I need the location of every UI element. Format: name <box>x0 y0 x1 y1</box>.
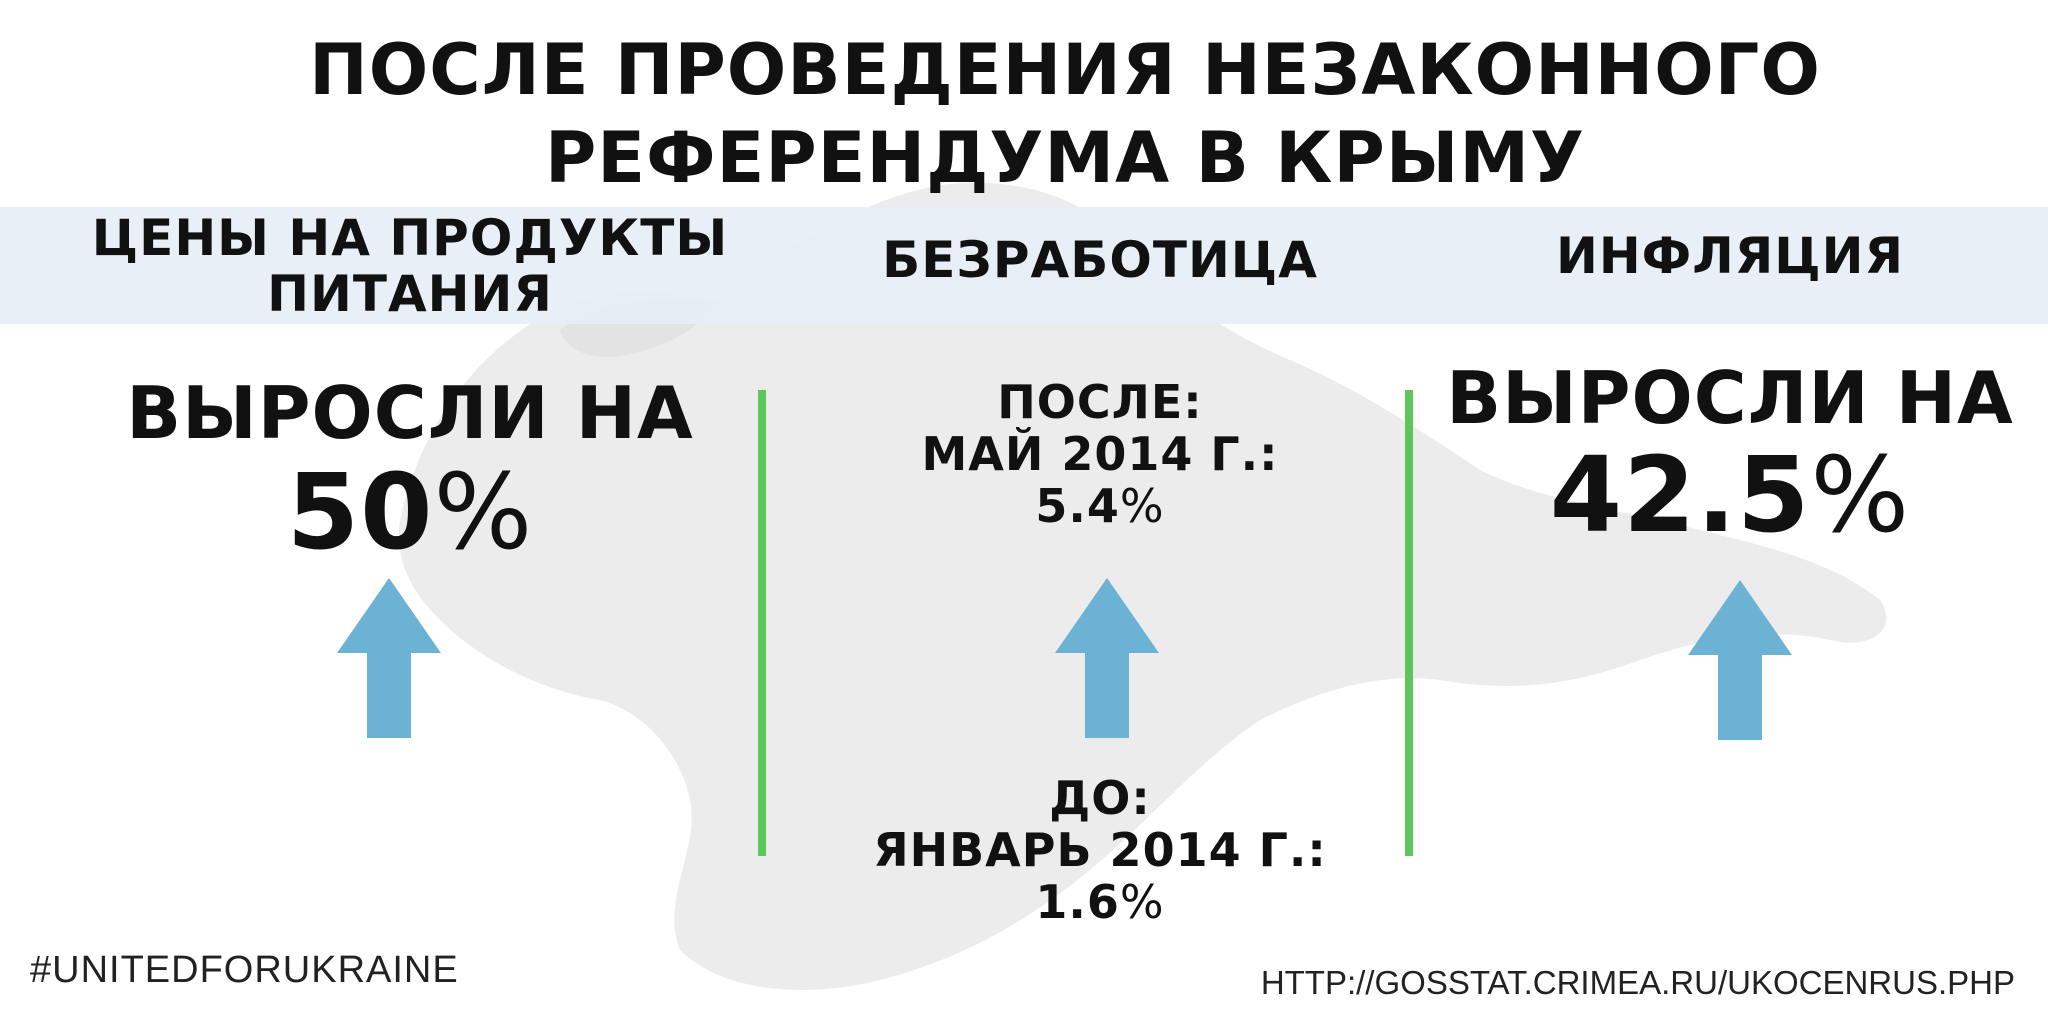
divider-left <box>758 390 766 856</box>
food-prices-heading: ЦЕНЫ НА ПРОДУКТЫ ПИТАНИЯ <box>40 210 780 322</box>
unemployment-before-unit: % <box>1119 875 1165 929</box>
arrow-up-icon <box>1055 578 1159 738</box>
inflation-value: 42.5% <box>1420 436 2040 554</box>
food-prices-unit: % <box>433 451 534 573</box>
food-prices-number: 50 <box>286 451 434 573</box>
inflation-number: 42.5 <box>1549 434 1811 556</box>
arrow-up-icon <box>337 578 441 738</box>
unemployment-after-unit: % <box>1119 479 1165 533</box>
source-url: HTTP://GOSSTAT.CRIMEA.RU/UKOCENRUS.PHP <box>1260 964 2015 1001</box>
unemployment-after-date: МАЙ 2014 Г.: <box>921 427 1279 481</box>
header-band <box>0 207 2048 324</box>
unemployment-before: ДО: ЯНВАРЬ 2014 Г.: 1.6% <box>760 772 1440 928</box>
unemployment-before-number: 1.6 <box>1035 875 1120 929</box>
page-title: ПОСЛЕ ПРОВЕДЕНИЯ НЕЗАКОННОГО РЕФЕРЕНДУМА… <box>80 26 2048 202</box>
title-line-2: РЕФЕРЕНДУМА В КРЫМУ <box>545 117 1585 199</box>
food-prices-label: ВЫРОСЛИ НА <box>126 371 694 455</box>
unemployment-after: ПОСЛЕ: МАЙ 2014 Г.: 5.4% <box>760 376 1440 532</box>
title-line-1: ПОСЛЕ ПРОВЕДЕНИЯ НЕЗАКОННОГО <box>309 29 1821 111</box>
inflation-heading: ИНФЛЯЦИЯ <box>1555 227 1905 285</box>
unemployment-after-number: 5.4 <box>1035 479 1120 533</box>
unemployment-heading: БЕЗРАБОТИЦА <box>882 231 1318 289</box>
food-prices-heading-line-2: ПИТАНИЯ <box>267 265 553 323</box>
food-prices-value: 50% <box>40 453 780 571</box>
unemployment-before-value: 1.6% <box>760 876 1440 928</box>
inflation-unit: % <box>1810 434 1911 556</box>
unemployment-after-label: ПОСЛЕ: <box>997 375 1203 429</box>
inflation-label: ВЫРОСЛИ НА <box>1446 356 2014 440</box>
unemployment-before-date: ЯНВАРЬ 2014 Г.: <box>873 823 1327 877</box>
arrow-up-icon <box>1688 580 1792 740</box>
hashtag: #UNITEDFORUKRAINE <box>30 949 459 991</box>
divider-right <box>1405 390 1413 856</box>
unemployment-before-label: ДО: <box>1049 771 1151 825</box>
unemployment-after-value: 5.4% <box>760 480 1440 532</box>
food-prices-heading-line-1: ЦЕНЫ НА ПРОДУКТЫ <box>91 209 729 267</box>
